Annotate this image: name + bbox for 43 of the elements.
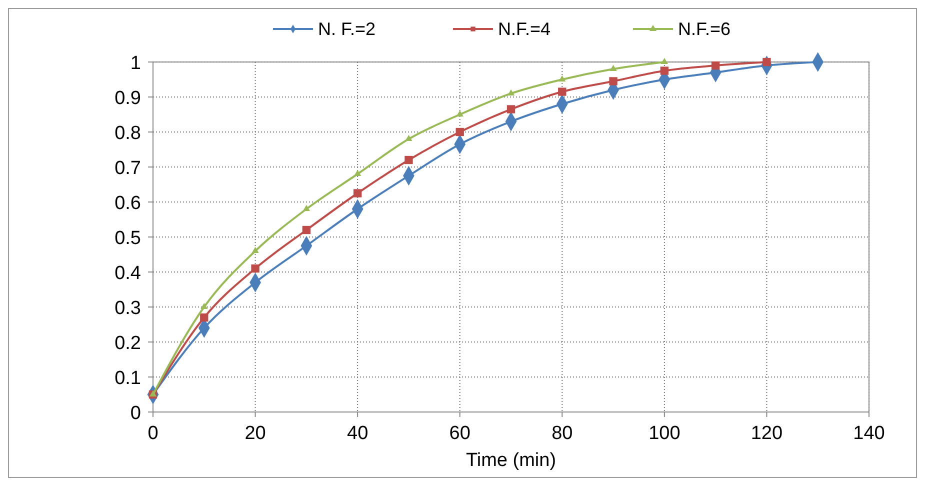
y-tick-label: 0.7 bbox=[114, 158, 141, 179]
x-tick-label: 40 bbox=[347, 423, 368, 444]
point bbox=[404, 156, 413, 164]
x-tick-label: 120 bbox=[750, 423, 783, 444]
x-tick-label: 100 bbox=[648, 423, 680, 444]
x-axis-title: Time (min) bbox=[466, 450, 556, 471]
x-tick-label: 140 bbox=[853, 423, 885, 444]
y-tick-label: 0.4 bbox=[114, 263, 142, 284]
y-tick-label: 0 bbox=[130, 403, 141, 424]
y-tick-label: 0.5 bbox=[114, 228, 141, 249]
y-tick-label: 0.3 bbox=[114, 298, 141, 319]
point bbox=[660, 58, 668, 64]
point bbox=[558, 88, 566, 96]
point bbox=[251, 264, 260, 273]
point bbox=[354, 170, 362, 176]
y-tick-label: 0.2 bbox=[114, 333, 141, 354]
y-tick-label: 0.1 bbox=[114, 368, 141, 389]
point bbox=[353, 189, 362, 198]
point bbox=[200, 313, 208, 322]
legend-label: N.F.=6 bbox=[678, 19, 731, 39]
legend-label: N. F.=2 bbox=[318, 19, 376, 39]
point bbox=[456, 110, 464, 117]
point bbox=[711, 61, 720, 70]
point bbox=[660, 66, 669, 75]
x-tick-label: 80 bbox=[552, 423, 573, 444]
point bbox=[252, 246, 259, 254]
point bbox=[609, 77, 618, 86]
y-tick-label: 1 bbox=[130, 53, 141, 74]
point bbox=[302, 204, 310, 212]
point bbox=[405, 134, 412, 142]
y-tick-label: 0.6 bbox=[114, 193, 141, 214]
point bbox=[456, 128, 464, 136]
x-tick-label: 0 bbox=[148, 423, 158, 444]
y-tick-label: 0.9 bbox=[114, 88, 141, 109]
x-tick-label: 60 bbox=[449, 423, 470, 444]
point bbox=[302, 226, 311, 234]
point bbox=[610, 64, 617, 72]
point bbox=[200, 302, 208, 310]
x-tick-label: 20 bbox=[244, 423, 266, 444]
y-tick-label: 0.8 bbox=[114, 123, 141, 144]
legend-label: N.F.=4 bbox=[498, 19, 551, 39]
point bbox=[558, 75, 566, 82]
point bbox=[506, 105, 516, 114]
